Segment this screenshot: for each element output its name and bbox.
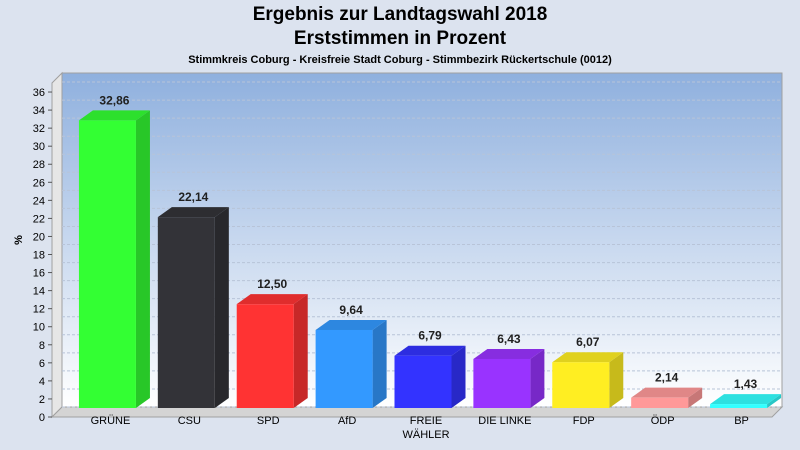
bar-group: 9,64 xyxy=(315,303,387,408)
y-tick-label: 4 xyxy=(39,376,45,388)
y-tick-label: 12 xyxy=(33,304,45,316)
bar xyxy=(236,304,294,408)
y-tick-label: 2 xyxy=(39,394,45,406)
plot-floor xyxy=(50,406,784,418)
chart-subtitle-district: Stimmkreis Coburg - Kreisfreie Stadt Cob… xyxy=(188,54,612,66)
bar xyxy=(78,120,136,409)
bar-side xyxy=(530,348,545,408)
bar-top xyxy=(236,294,308,305)
bar-side xyxy=(214,207,229,408)
bar-side xyxy=(372,319,387,408)
x-tick-label: FREIE WÄHLER xyxy=(402,415,449,441)
y-tick-label: 34 xyxy=(33,105,45,117)
bar-group: 12,50 xyxy=(236,277,308,408)
bar-side xyxy=(688,387,703,408)
data-label: 22,14 xyxy=(178,190,208,204)
bar-side xyxy=(135,110,150,409)
y-tick-label: 28 xyxy=(33,159,45,171)
chart-title: Ergebnis zur Landtagswahl 2018 xyxy=(252,4,548,25)
y-tick-label: 30 xyxy=(33,141,45,153)
data-label: 32,86 xyxy=(99,93,129,107)
x-tick-label: FDP xyxy=(573,415,595,427)
bar xyxy=(157,217,215,408)
y-tick-label: 32 xyxy=(33,123,45,135)
y-tick-label: 20 xyxy=(33,231,45,243)
bars: 32,86 22,14 12,50 9,64 6,79 6,43 6,07 2,14 1,43 xyxy=(78,93,782,409)
y-tick-label: 8 xyxy=(39,340,45,352)
data-label: 2,14 xyxy=(655,371,679,385)
x-tick-label: SPD xyxy=(257,415,280,427)
y-tick-label: 16 xyxy=(33,268,45,280)
y-tick-label: 26 xyxy=(33,177,45,189)
bar-top xyxy=(394,345,466,356)
bar xyxy=(394,355,452,408)
bar-group: 6,79 xyxy=(394,329,466,408)
bar-top xyxy=(157,207,229,218)
y-tick-label: 22 xyxy=(33,213,45,225)
x-tick-label: GRÜNE xyxy=(91,415,131,427)
x-tick-label: AfD xyxy=(338,415,356,427)
data-label: 12,50 xyxy=(257,277,287,291)
y-tick-label: 0 xyxy=(39,412,45,424)
bar-group: 32,86 xyxy=(78,93,150,409)
bar xyxy=(315,329,373,408)
plot-side-wall xyxy=(51,71,63,419)
bar-group: 22,14 xyxy=(157,190,229,408)
bar-side xyxy=(767,394,782,408)
bar-top xyxy=(552,352,624,363)
bar-top xyxy=(631,387,703,398)
bar-side xyxy=(609,352,624,408)
bar xyxy=(473,358,531,408)
y-tick-label: 36 xyxy=(33,87,45,99)
bar-side xyxy=(451,345,466,408)
bar-group: 1,43 xyxy=(710,377,782,408)
data-label: 6,07 xyxy=(576,335,600,349)
bar-top xyxy=(315,319,387,330)
bar xyxy=(631,397,689,408)
y-axis-label: % xyxy=(13,235,25,245)
y-tick-label: 18 xyxy=(33,250,45,262)
bar-top xyxy=(710,394,782,405)
chart-subtitle: Erststimmen in Prozent xyxy=(293,28,507,49)
x-tick-label: ÖDP xyxy=(651,415,675,427)
bar xyxy=(710,404,768,408)
bar-top xyxy=(78,110,150,121)
bar-side xyxy=(293,294,308,408)
x-tick-label: BP xyxy=(734,415,749,427)
data-label: 9,64 xyxy=(339,303,363,317)
x-tick-label: CSU xyxy=(178,415,201,427)
bar xyxy=(552,362,610,408)
data-label: 6,79 xyxy=(418,329,442,343)
y-tick-label: 14 xyxy=(33,286,45,298)
x-axis: GRÜNE CSU SPD AfD FREIE WÄHLER DIE LINKE FDP ÖDP… xyxy=(91,415,749,441)
y-tick-label: 24 xyxy=(33,195,45,207)
bar-group: 6,43 xyxy=(473,332,545,408)
x-tick-label: DIE LINKE xyxy=(478,415,531,427)
y-tick-label: 6 xyxy=(39,358,45,370)
bar-group: 2,14 xyxy=(631,371,703,408)
bar-group: 6,07 xyxy=(552,335,624,408)
data-label: 1,43 xyxy=(734,377,758,391)
bar-top xyxy=(473,348,545,359)
data-label: 6,43 xyxy=(497,332,521,346)
y-tick-label: 10 xyxy=(33,322,45,334)
